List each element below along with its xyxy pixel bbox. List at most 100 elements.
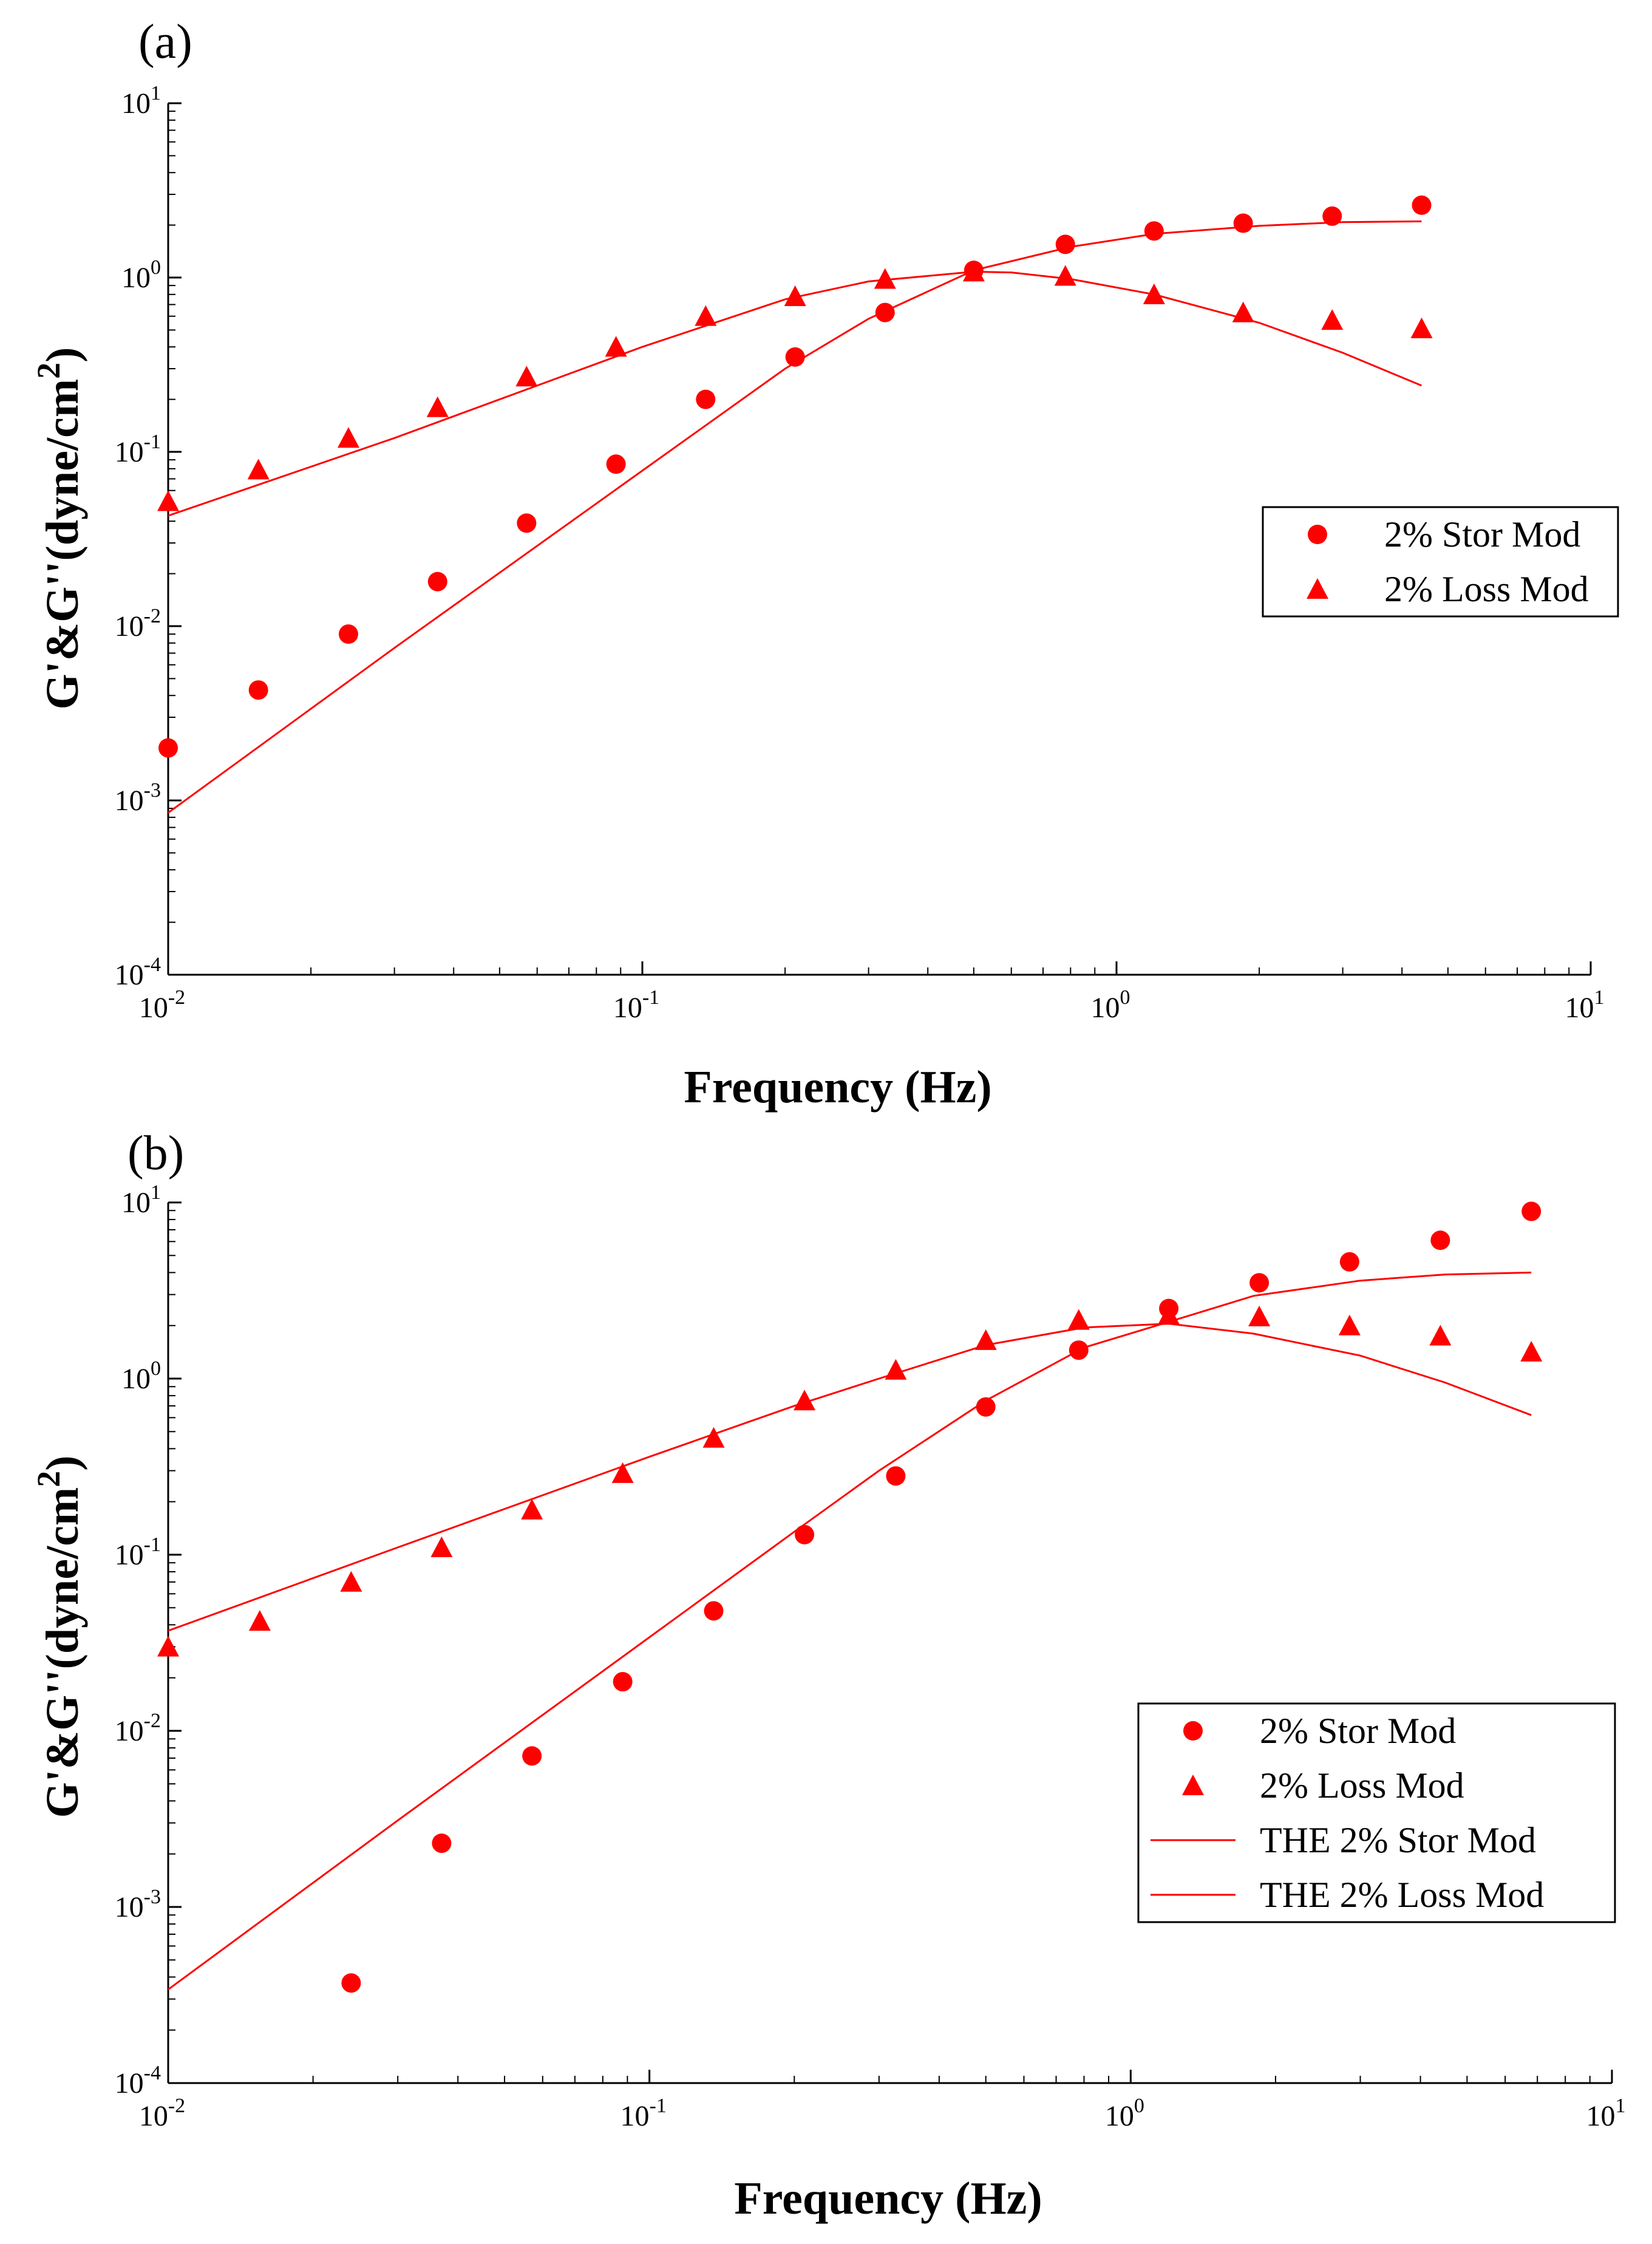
data-point-2-stor-mod (976, 1397, 996, 1417)
y-tick-label: 10-4 (115, 953, 161, 991)
series-line-the-2-loss-mod (168, 1323, 1532, 1632)
x-axis-label: Frequency (Hz) (684, 1062, 991, 1113)
tick-base: 10 (115, 1891, 144, 1923)
x-tick-label: 100 (1105, 2095, 1144, 2132)
data-point-2-stor-mod (1339, 1252, 1359, 1272)
y-tick-label: 10-1 (115, 431, 161, 468)
legend: 2% Stor Mod 2% Loss Mod (1262, 506, 1619, 618)
data-point-2-stor-mod (1249, 1273, 1270, 1293)
data-point-2-loss-mod (247, 459, 270, 480)
series-line-the-2-stor-mod (168, 1271, 1532, 1991)
data-point-2-stor-mod (875, 302, 895, 322)
data-point-2-loss-mod (248, 1610, 271, 1631)
data-point-2-loss-mod (515, 366, 538, 387)
x-tick-label: 10-1 (620, 2095, 667, 2132)
y-tick-label: 10-1 (115, 1533, 161, 1571)
legend-swatch-triangle (1307, 578, 1328, 599)
tick-base: 10 (1091, 992, 1120, 1024)
y-tick-label: 10-2 (115, 605, 161, 643)
tick-exponent: -1 (642, 986, 659, 1009)
data-point-2-stor-mod (1430, 1230, 1450, 1250)
tick-base: 10 (620, 2100, 650, 2132)
legend: 2% Stor Mod 2% Loss Mod THE 2% Stor Mod THE… (1137, 1702, 1616, 1923)
data-point-2-stor-mod (427, 571, 447, 592)
data-point-2-stor-mod (785, 347, 805, 367)
data-point-2-stor-mod (432, 1833, 452, 1854)
tick-base: 10 (121, 262, 151, 294)
data-point-2-loss-mod (874, 268, 896, 289)
tick-exponent: 1 (1616, 2095, 1626, 2117)
y-axis-label-superscript: 2 (30, 363, 67, 379)
data-point-2-loss-mod (430, 1536, 453, 1557)
tick-base: 10 (115, 1539, 144, 1571)
y-tick-label: 10-3 (115, 1886, 161, 1923)
y-axis-label-tail: ) (37, 347, 88, 363)
tick-exponent: -2 (168, 2095, 185, 2117)
data-point-2-stor-mod (1412, 195, 1432, 215)
y-axis-label: G'&G''(dyne/cm2) (30, 347, 88, 710)
data-point-2-stor-mod (1233, 213, 1253, 233)
chart-panel-b: (b) Frequency (Hz) G'&G''(dyne/cm2) 10-2… (30, 1127, 1626, 2224)
y-tick-label: 100 (121, 1357, 161, 1395)
data-point-2-stor-mod (1144, 221, 1164, 241)
tick-exponent: -2 (144, 605, 161, 627)
tick-exponent: 1 (151, 1181, 161, 1204)
tick-exponent: -3 (144, 1886, 161, 1908)
y-tick-label: 10-3 (115, 779, 161, 817)
data-point-2-stor-mod (1055, 234, 1075, 254)
y-axis-label-main: G'&G''(dyne/cm (37, 379, 88, 710)
tick-exponent: -3 (144, 779, 161, 802)
chart-panel-a: (a) Frequency (Hz) G'&G''(dyne/cm2) 10-2… (30, 15, 1619, 1113)
y-tick-label: 10-2 (115, 1710, 161, 1747)
x-tick-label: 10-2 (139, 986, 185, 1024)
data-point-2-stor-mod (341, 1973, 361, 1993)
x-tick-label: 100 (1091, 986, 1130, 1024)
series-2-loss-mod (157, 1304, 1543, 1657)
data-point-2-loss-mod (1338, 1314, 1361, 1335)
data-point-2-stor-mod (522, 1746, 542, 1766)
data-point-2-stor-mod (517, 513, 537, 533)
tick-base: 10 (1105, 2100, 1134, 2132)
data-point-2-loss-mod (521, 1498, 543, 1519)
panel-label: (b) (127, 1127, 184, 1180)
series-line-fit-stor (168, 220, 1422, 814)
data-point-2-loss-mod (605, 336, 627, 357)
y-tick-label: 101 (121, 82, 161, 120)
tick-base: 10 (115, 959, 144, 991)
data-point-2-loss-mod (157, 490, 179, 511)
data-point-2-loss-mod (611, 1462, 634, 1483)
tick-base: 10 (613, 992, 642, 1024)
data-point-2-loss-mod (1248, 1305, 1271, 1326)
legend-label: 2% Loss Mod (1384, 569, 1589, 609)
data-point-2-stor-mod (338, 624, 358, 644)
panel-label: (a) (138, 15, 192, 69)
legend-label: 2% Loss Mod (1260, 1765, 1464, 1806)
data-point-2-stor-mod (248, 680, 268, 700)
tick-exponent: -2 (168, 986, 185, 1009)
x-tick-label: 10-2 (139, 2095, 185, 2132)
series-line-fit-loss (168, 270, 1423, 517)
tick-exponent: -1 (144, 431, 161, 453)
x-axis-label: Frequency (Hz) (734, 2173, 1042, 2224)
data-point-2-loss-mod (1067, 1309, 1090, 1330)
data-point-2-stor-mod (1322, 206, 1342, 226)
data-point-2-loss-mod (1410, 317, 1433, 338)
data-point-2-loss-mod (157, 1635, 179, 1657)
tick-exponent: -2 (144, 1710, 161, 1732)
tick-exponent: 0 (1134, 2095, 1144, 2117)
tick-base: 10 (115, 2067, 144, 2099)
data-point-2-stor-mod (613, 1672, 633, 1692)
legend-swatch-circle (1183, 1721, 1203, 1741)
tick-exponent: -1 (144, 1533, 161, 1556)
tick-exponent: 1 (151, 82, 161, 104)
tick-exponent: -4 (144, 2062, 161, 2084)
x-tick-label: 10-1 (613, 986, 659, 1024)
tick-exponent: -4 (144, 953, 161, 976)
data-point-2-loss-mod (337, 427, 359, 448)
x-tick-label: 101 (1586, 2095, 1626, 2132)
data-point-2-loss-mod (702, 1427, 725, 1448)
tick-exponent: -1 (650, 2095, 667, 2117)
tick-base: 10 (1586, 2100, 1616, 2132)
